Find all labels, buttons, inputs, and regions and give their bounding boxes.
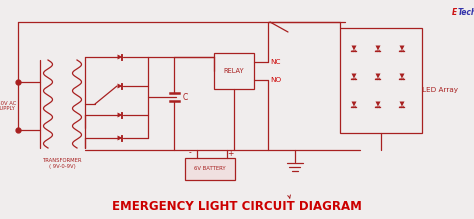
Text: 6V BATTERY: 6V BATTERY xyxy=(194,166,226,171)
Text: C: C xyxy=(182,92,188,101)
Text: NC: NC xyxy=(271,59,281,65)
Bar xyxy=(185,158,235,180)
Text: +: + xyxy=(227,148,233,157)
Polygon shape xyxy=(118,83,122,88)
Bar xyxy=(214,53,254,89)
Polygon shape xyxy=(118,55,122,60)
Text: RELAY: RELAY xyxy=(224,68,244,74)
Polygon shape xyxy=(400,46,404,51)
Polygon shape xyxy=(375,74,381,78)
Text: -: - xyxy=(189,148,191,157)
Polygon shape xyxy=(352,46,356,51)
Polygon shape xyxy=(352,74,356,78)
Polygon shape xyxy=(400,101,404,106)
Text: 230V AC
SUPPLY: 230V AC SUPPLY xyxy=(0,101,16,111)
Text: LED Array: LED Array xyxy=(422,87,458,93)
Polygon shape xyxy=(375,46,381,51)
Polygon shape xyxy=(118,113,122,118)
Text: E: E xyxy=(452,8,457,17)
Bar xyxy=(340,28,422,133)
Polygon shape xyxy=(352,101,356,106)
Polygon shape xyxy=(400,74,404,78)
Text: EMERGENCY LIGHT CIRCUIT DIAGRAM: EMERGENCY LIGHT CIRCUIT DIAGRAM xyxy=(112,201,362,214)
Text: TRANSFORMER
( 9V-0-9V): TRANSFORMER ( 9V-0-9V) xyxy=(43,158,82,169)
Polygon shape xyxy=(375,101,381,106)
Polygon shape xyxy=(118,136,122,141)
Text: NO: NO xyxy=(271,77,282,83)
Text: TechnoG: TechnoG xyxy=(458,8,474,17)
